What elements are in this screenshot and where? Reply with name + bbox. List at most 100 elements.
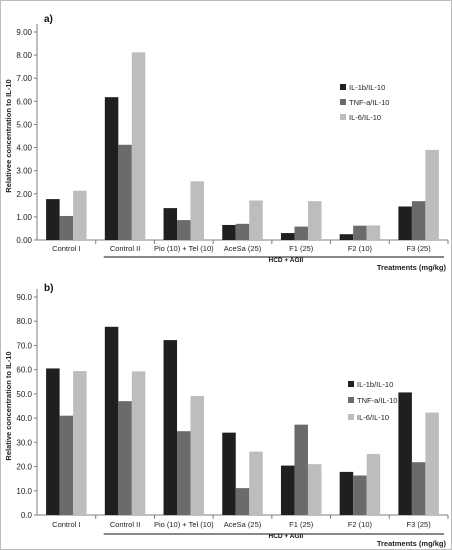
bar-tnf-a-il-10-1 [118, 401, 132, 515]
legend: IL-1b/IL-10 TNF-a/IL-10 IL-6/IL-10 [348, 380, 397, 422]
group-label: HCD + AGII [269, 257, 304, 264]
x-category-label: F1 (25) [289, 244, 314, 253]
bar-tnf-a-il-10-3 [235, 488, 250, 515]
y-tick-label: 0.00 [16, 236, 32, 245]
legend-entry: TNF-a/IL-10 [349, 98, 389, 107]
x-category-label: F2 (10) [348, 520, 373, 529]
bar-tnf-a-il-10-5 [353, 225, 367, 240]
legend-swatch [340, 84, 346, 90]
y-tick-label: 7.00 [16, 74, 32, 83]
y-axis-title: Relativee concentration to IL-10 [4, 79, 13, 192]
legend-entry: IL-6/IL-10 [349, 113, 381, 122]
legend-swatch [348, 414, 354, 420]
bar-il-1b-il-10-3 [222, 432, 236, 515]
x-axis-title: Treatments (mg/kg) [377, 263, 447, 272]
bar-il-1b-il-10-0 [46, 199, 60, 240]
x-category-label: AceSa (25) [224, 520, 262, 529]
bar-il-6-il-10-0 [73, 190, 87, 240]
bar-il-6-il-10-1 [131, 371, 146, 515]
x-axis-title: Treatments (mg/kg) [377, 539, 447, 548]
x-category-label: Control II [110, 244, 140, 253]
bar-il-6-il-10-6 [425, 149, 439, 240]
y-tick-label: 80.0 [16, 317, 32, 326]
x-category-label: F3 (25) [407, 244, 432, 253]
legend-entry: IL-1b/IL-10 [349, 83, 385, 92]
bar-il-6-il-10-3 [249, 200, 263, 240]
bar-tnf-a-il-10-4 [294, 226, 308, 240]
bar-il-6-il-10-4 [307, 464, 322, 515]
y-tick-label: 3.00 [16, 167, 32, 176]
bar-il-1b-il-10-5 [339, 471, 354, 515]
x-category-label: Control I [52, 244, 80, 253]
bar-tnf-a-il-10-0 [59, 415, 74, 515]
y-tick-label: 9.00 [16, 28, 32, 37]
x-category-label: F3 (25) [407, 520, 432, 529]
y-tick-label: 60.0 [16, 366, 32, 375]
bar-il-1b-il-10-5 [339, 234, 354, 240]
bar-tnf-a-il-10-1 [118, 144, 132, 240]
bar-il-6-il-10-6 [425, 412, 439, 515]
bar-tnf-a-il-10-6 [411, 201, 426, 240]
bar-tnf-a-il-10-2 [177, 431, 191, 515]
bar-il-6-il-10-2 [190, 181, 205, 240]
legend-entry: IL-6/IL-10 [357, 413, 389, 422]
x-category-label: Control I [52, 520, 80, 529]
y-tick-label: 30.0 [16, 438, 32, 447]
bar-tnf-a-il-10-2 [177, 220, 191, 240]
bar-il-6-il-10-4 [307, 201, 322, 240]
y-tick-label: 40.0 [16, 414, 32, 423]
y-tick-label: 8.00 [16, 51, 32, 60]
bar-il-6-il-10-3 [249, 451, 263, 515]
panel-label: b) [44, 283, 53, 294]
bar-il-6-il-10-2 [190, 396, 205, 515]
bar-tnf-a-il-10-6 [411, 462, 426, 515]
x-category-label: F2 (10) [348, 244, 373, 253]
y-tick-label: 70.0 [16, 341, 32, 350]
x-category-label: Control II [110, 520, 140, 529]
legend-swatch [348, 381, 354, 387]
bar-tnf-a-il-10-0 [59, 215, 74, 240]
legend-swatch [340, 114, 346, 120]
group-label: HCD + AGII [269, 533, 304, 540]
y-tick-label: 20.0 [16, 463, 32, 472]
y-tick-label: 0.0 [21, 511, 33, 520]
legend-swatch [348, 397, 354, 403]
legend-entry: TNF-a/IL-10 [357, 396, 397, 405]
bar-il-1b-il-10-6 [398, 392, 412, 515]
bar-il-1b-il-10-1 [104, 326, 119, 515]
bar-il-1b-il-10-0 [46, 368, 60, 515]
bar-il-1b-il-10-1 [104, 97, 119, 240]
bar-il-6-il-10-1 [131, 52, 146, 241]
bar-il-6-il-10-5 [366, 225, 381, 240]
x-category-label: Pio (10) + Tel (10) [154, 244, 214, 253]
bar-il-1b-il-10-3 [222, 224, 236, 240]
bar-tnf-a-il-10-5 [353, 475, 367, 515]
y-tick-label: 90.0 [16, 293, 32, 302]
y-tick-label: 1.00 [16, 213, 32, 222]
y-tick-label: 5.00 [16, 120, 32, 129]
legend-entry: IL-1b/IL-10 [357, 380, 393, 389]
bar-tnf-a-il-10-3 [235, 223, 250, 240]
x-category-label: AceSa (25) [224, 244, 262, 253]
x-category-label: Pio (10) + Tel (10) [154, 520, 214, 529]
panel-label: a) [44, 14, 53, 25]
chart-panel-b: b) 0.0 10.0 20.0 30.0 40.0 50.0 60.0 70.0 80.0 90.… [4, 283, 449, 548]
chart-panel-a: a) 0.00 1.00 2.00 3.00 4.00 5.00 6.00 7.00 8.00 9.… [4, 14, 449, 272]
legend-swatch [340, 99, 346, 105]
bar-il-1b-il-10-4 [280, 465, 295, 515]
bar-il-1b-il-10-4 [280, 233, 295, 240]
bar-il-1b-il-10-6 [398, 206, 412, 240]
x-category-label: F1 (25) [289, 520, 314, 529]
bar-tnf-a-il-10-4 [294, 424, 308, 515]
y-axis-title: Relative concentration to IL-10 [4, 351, 13, 460]
y-tick-label: 10.0 [16, 487, 32, 496]
y-tick-label: 2.00 [16, 190, 32, 199]
y-tick-label: 6.00 [16, 97, 32, 106]
legend: IL-1b/IL-10 TNF-a/IL-10 IL-6/IL-10 [340, 83, 389, 122]
y-tick-label: 50.0 [16, 390, 32, 399]
bar-il-6-il-10-5 [366, 453, 381, 515]
y-tick-label: 4.00 [16, 144, 32, 153]
bar-il-6-il-10-0 [73, 371, 87, 515]
bar-il-1b-il-10-2 [163, 340, 178, 515]
